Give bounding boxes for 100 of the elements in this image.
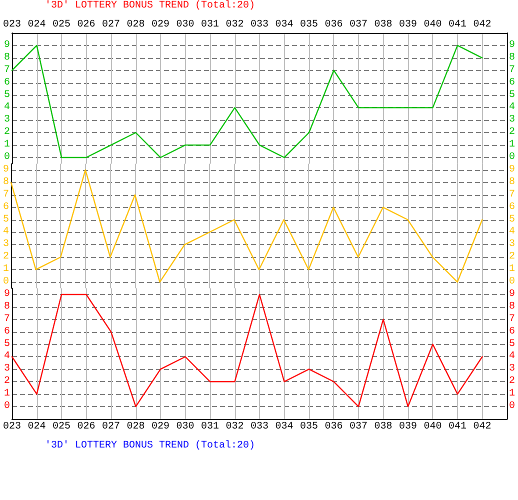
y-tick-label: 6 <box>4 326 10 338</box>
y-tick-label: 1 <box>4 140 10 151</box>
x-tick-label: 025 <box>52 20 71 30</box>
y2-tick-label: 0 <box>509 276 516 288</box>
x-tick-label: 030 <box>176 20 194 30</box>
y2-tick-label: 2 <box>509 376 516 388</box>
y2-tick-label: 1 <box>509 388 516 400</box>
x-tick-label: 029 <box>151 20 170 30</box>
y2-tick-label: 0 <box>509 152 516 164</box>
x-tick-label: 037 <box>349 422 368 432</box>
y-tick-label: 7 <box>4 64 10 76</box>
x-tick-label: 030 <box>176 422 194 432</box>
x-tick-label: 025 <box>52 422 71 432</box>
x-tick-label: 023 <box>2 422 22 432</box>
x-tick-label: 039 <box>398 422 418 432</box>
y-tick-label: 4 <box>4 102 10 114</box>
y-tick-label: 2 <box>4 376 10 388</box>
x-tick-label: 026 <box>77 422 96 432</box>
y-tick-label: 4 <box>2 226 9 238</box>
y-tick-label: 0 <box>4 401 10 412</box>
y-tick-label: 8 <box>4 301 10 312</box>
y2-tick-label: 4 <box>509 102 516 114</box>
x-tick-label: 034 <box>275 422 294 432</box>
y2-tick-label: 7 <box>509 189 516 200</box>
y2-tick-label: 1 <box>509 264 516 276</box>
x-tick-label: 028 <box>126 422 145 432</box>
y2-tick-label: 5 <box>509 338 516 350</box>
y2-tick-label: 2 <box>509 127 516 138</box>
x-tick-label: 040 <box>424 422 442 432</box>
x-tick-label: 031 <box>200 422 220 432</box>
x-tick-label: 024 <box>28 422 46 432</box>
y2-tick-label: 9 <box>509 288 516 300</box>
x-tick-label: 027 <box>102 422 120 432</box>
y2-tick-label: 5 <box>509 90 516 101</box>
y2-tick-label: 4 <box>509 351 516 362</box>
y-tick-label: 4 <box>4 351 10 362</box>
y-tick-label: 9 <box>4 288 10 300</box>
x-tick-label: 034 <box>275 20 294 30</box>
x-tick-label: 036 <box>324 20 343 30</box>
x-tick-label: 039 <box>398 20 418 30</box>
x-tick-label: 037 <box>349 20 368 30</box>
x-tick-label: 032 <box>226 20 244 30</box>
x-tick-label: 042 <box>473 422 492 432</box>
y-tick-label: 3 <box>4 364 10 375</box>
y2-tick-label: 0 <box>509 401 516 412</box>
x-tick-label: 041 <box>448 422 467 432</box>
y-tick-label: 8 <box>4 52 10 64</box>
x-tick-label: 035 <box>300 20 318 30</box>
y2-tick-label: 1 <box>509 140 516 151</box>
y-tick-label: 5 <box>2 214 9 226</box>
chart-title: '3D' LOTTERY BONUS TREND (Total:20) <box>45 0 256 12</box>
y-tick-label: 8 <box>2 176 9 188</box>
y-tick-label: 9 <box>2 164 9 176</box>
y-tick-label: 1 <box>2 264 9 276</box>
y-tick-label: 5 <box>4 90 10 101</box>
y-tick-label: 1 <box>4 388 10 400</box>
y-tick-label: 9 <box>4 40 10 51</box>
y2-tick-label: 3 <box>509 364 516 375</box>
y2-tick-label: 4 <box>509 226 516 238</box>
x-tick-label: 023 <box>2 20 22 30</box>
y-tick-label: 6 <box>2 202 9 213</box>
y2-tick-label: 6 <box>509 326 516 338</box>
x-tick-label: 033 <box>250 20 269 30</box>
y-tick-label: 0 <box>4 152 10 164</box>
y2-tick-label: 8 <box>509 176 516 188</box>
y2-tick-label: 7 <box>509 64 516 76</box>
y2-tick-label: 5 <box>509 214 516 226</box>
y2-tick-label: 3 <box>509 239 516 250</box>
x-tick-label: 029 <box>151 422 170 432</box>
y2-tick-label: 8 <box>509 301 516 312</box>
y-tick-label: 6 <box>4 77 10 88</box>
x-tick-label: 038 <box>374 422 392 432</box>
x-tick-label: 033 <box>250 422 269 432</box>
x-tick-label: 041 <box>448 20 467 30</box>
y-tick-label: 2 <box>4 127 10 138</box>
y-tick-label: 5 <box>4 338 10 350</box>
y2-tick-label: 8 <box>509 52 516 64</box>
line-series <box>11 44 483 158</box>
text: '3D' LOTTERY BONUS TREND (Total:20) <box>45 440 256 452</box>
y2-tick-label: 6 <box>509 202 516 213</box>
y2-tick-label: 9 <box>509 164 516 176</box>
x-tick-label: 026 <box>77 20 96 30</box>
y-tick-label: 7 <box>4 314 10 325</box>
x-tick-label: 031 <box>200 20 220 30</box>
x-tick-label: 036 <box>324 422 343 432</box>
y-tick-label: 2 <box>2 252 9 263</box>
x-tick-label: 040 <box>424 20 442 30</box>
x-tick-label: 032 <box>226 422 244 432</box>
x-tick-label: 028 <box>126 20 145 30</box>
line-series <box>10 169 483 283</box>
y-tick-label: 0 <box>2 276 9 288</box>
x-tick-label: 024 <box>28 20 46 30</box>
y2-tick-label: 2 <box>509 252 516 263</box>
x-tick-label: 038 <box>374 20 392 30</box>
y2-tick-label: 7 <box>509 314 516 325</box>
y-tick-label: 7 <box>2 189 9 200</box>
y2-tick-label: 9 <box>509 40 516 51</box>
line-series <box>11 294 483 408</box>
x-tick-label: 042 <box>473 20 492 30</box>
y2-tick-label: 6 <box>509 77 516 88</box>
